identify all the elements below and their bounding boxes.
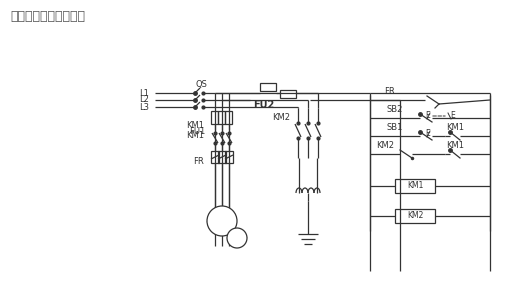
Text: E: E	[424, 111, 429, 121]
Text: KM1: KM1	[186, 121, 204, 130]
Bar	[211, 111, 218, 124]
Text: KM1: KM1	[445, 140, 463, 150]
Text: L2: L2	[139, 95, 148, 105]
Bar	[218, 111, 225, 124]
Text: KM1: KM1	[445, 122, 463, 132]
Circle shape	[207, 206, 236, 236]
Text: E: E	[424, 129, 429, 139]
Text: L3: L3	[139, 103, 148, 111]
Text: L1: L1	[139, 88, 148, 98]
Bar	[211, 151, 219, 163]
Text: FU2: FU2	[253, 100, 274, 110]
Text: KM2: KM2	[375, 140, 393, 150]
Text: 3~: 3~	[216, 217, 227, 226]
Text: KM2: KM2	[406, 211, 422, 221]
Bar	[394, 209, 434, 223]
Bar	[218, 151, 226, 163]
Text: FR: FR	[384, 88, 394, 96]
Bar	[225, 111, 232, 124]
Bar	[225, 151, 232, 163]
Text: FR: FR	[193, 156, 204, 166]
Circle shape	[227, 228, 246, 248]
Bar	[260, 83, 275, 91]
Text: FU1: FU1	[188, 126, 205, 136]
Text: E: E	[449, 111, 454, 121]
Bar	[279, 90, 295, 98]
Text: KM1: KM1	[406, 181, 422, 191]
Text: 电磁抱闸通电制动接线: 电磁抱闸通电制动接线	[10, 10, 85, 23]
Bar	[394, 179, 434, 193]
Text: SB1: SB1	[386, 122, 402, 132]
Text: KM2: KM2	[272, 114, 289, 122]
Text: KM1: KM1	[186, 132, 204, 140]
Text: QS: QS	[195, 80, 208, 88]
Text: SB2: SB2	[386, 105, 402, 114]
